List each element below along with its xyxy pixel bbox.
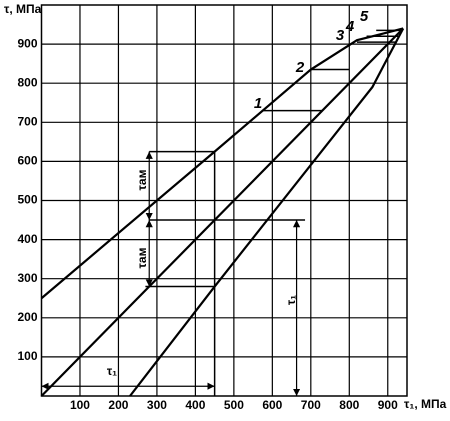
y-tick-label: 600 xyxy=(17,154,37,168)
x-tick-label: 300 xyxy=(147,398,167,412)
x-tick-label: 700 xyxy=(301,398,321,412)
x-tick-label: 500 xyxy=(224,398,244,412)
x-tick-label: 600 xyxy=(262,398,282,412)
y-tick-label: 400 xyxy=(17,232,37,246)
dimension-label: τ₁ xyxy=(107,364,117,378)
y-tick-label: 900 xyxy=(17,36,37,50)
curve-label: 5 xyxy=(360,8,369,25)
y-tick-label: 300 xyxy=(17,271,37,285)
curve-label: 4 xyxy=(345,18,355,35)
dimension-label: τ₁ xyxy=(284,295,298,305)
y-tick-label: 500 xyxy=(17,193,37,207)
y-tick-label: 800 xyxy=(17,75,37,89)
curve-label: 2 xyxy=(295,59,305,76)
x-tick-label: 900 xyxy=(378,398,398,412)
y-tick-label: 200 xyxy=(17,310,37,324)
line xyxy=(129,27,405,397)
line xyxy=(40,27,404,397)
x-tick-label: 800 xyxy=(339,398,359,412)
x-tick-label: 200 xyxy=(108,398,128,412)
x-axis-label: τ₁, МПа xyxy=(404,397,447,411)
curve-label: 1 xyxy=(254,95,262,112)
dimension-label: τам xyxy=(135,169,149,190)
y-axis-label: τ, МПа xyxy=(4,2,42,16)
x-tick-label: 400 xyxy=(185,398,205,412)
guide-line xyxy=(149,150,216,396)
y-tick-label: 100 xyxy=(17,349,37,363)
y-tick-label: 700 xyxy=(17,114,37,128)
curve-label: 3 xyxy=(336,27,345,44)
dimension-label: τам xyxy=(135,247,149,268)
x-tick-label: 100 xyxy=(70,398,90,412)
